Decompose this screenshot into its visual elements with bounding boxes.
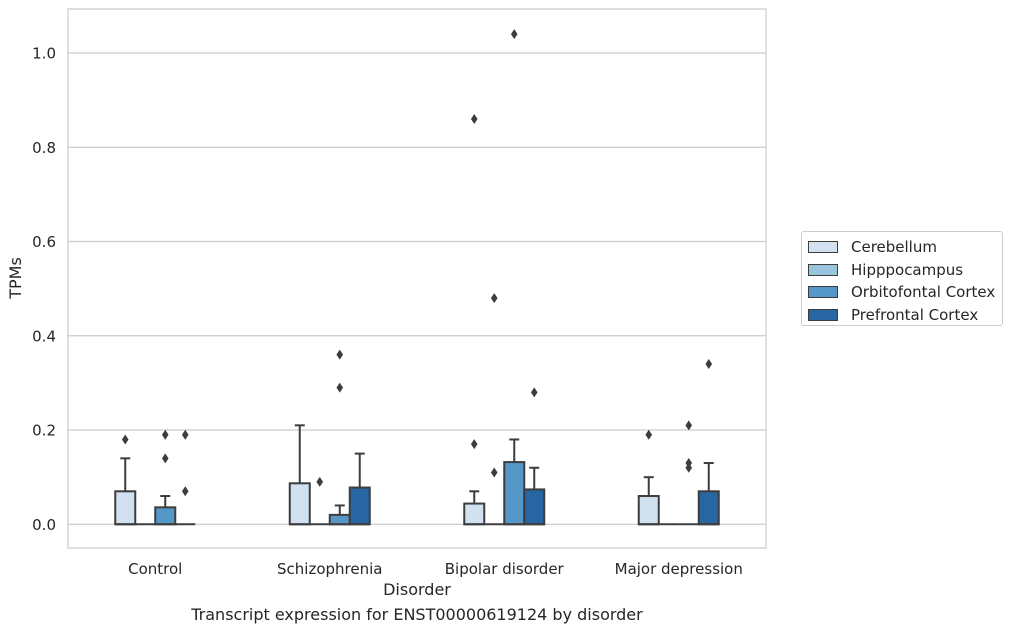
- y-tick-label: 0.4: [32, 327, 56, 345]
- figure-caption: Transcript expression for ENST0000061912…: [191, 605, 643, 624]
- box-body: [523, 488, 546, 526]
- outlier-point: [705, 359, 713, 370]
- box-orbitofontal-cortex-major-depression: [678, 420, 699, 526]
- outlier-point: [316, 476, 324, 487]
- box-orbitofontal-cortex-bipolar-disorder: [503, 29, 526, 526]
- outlier-point: [336, 349, 344, 360]
- y-axis-title: TPMs: [6, 257, 25, 300]
- y-tick-label: 1.0: [32, 45, 56, 63]
- box-body: [503, 461, 526, 526]
- outlier-point: [490, 293, 498, 304]
- y-tick-labels: 0.0 0.2 0.4 0.6 0.8 1.0: [32, 45, 56, 534]
- outlier-point: [470, 439, 478, 450]
- legend-label-cerebellum: Cerebellum: [851, 238, 937, 257]
- boxes: [114, 29, 720, 526]
- box-prefrontal-cortex-bipolar-disorder: [523, 387, 546, 526]
- outlier-point: [181, 486, 189, 497]
- legend-label-orbitofrontal-cortex: Orbitofontal Cortex: [851, 283, 996, 302]
- legend: Cerebellum Hipppocampus Orbitofontal Cor…: [801, 231, 1003, 326]
- outlier-point: [530, 387, 538, 398]
- y-tick-label: 0.6: [32, 233, 56, 251]
- legend-label-prefrontal-cortex: Prefrontal Cortex: [851, 306, 979, 325]
- x-tick-label: Bipolar disorder: [445, 560, 565, 578]
- legend-swatch-prefrontal-cortex: [808, 309, 838, 322]
- outlier-point: [161, 429, 169, 440]
- box-body: [328, 513, 351, 526]
- legend-swatch-cerebellum: [808, 241, 838, 254]
- plot-frame: [67, 8, 767, 549]
- outlier-point: [161, 453, 169, 464]
- box-cerebellum-control: [114, 434, 137, 526]
- box-cerebellum-major-depression: [637, 429, 660, 526]
- outlier-point: [490, 467, 498, 478]
- box-prefrontal-cortex-schizophrenia: [348, 452, 371, 526]
- x-tick-label: Control: [128, 560, 182, 578]
- box-body: [348, 486, 371, 526]
- box-hipppocampus-bipolar-disorder: [484, 293, 505, 526]
- y-tick-label: 0.2: [32, 422, 56, 440]
- outlier-point: [685, 420, 693, 431]
- legend-item-cerebellum: Cerebellum: [808, 236, 1002, 259]
- box-body: [154, 506, 177, 526]
- box-orbitofontal-cortex-schizophrenia: [328, 349, 351, 526]
- outlier-point: [336, 382, 344, 393]
- box-prefrontal-cortex-major-depression: [697, 359, 720, 526]
- box-cerebellum-schizophrenia: [288, 424, 311, 526]
- legend-swatch-orbitofrontal-cortex: [808, 286, 838, 299]
- outlier-point: [181, 429, 189, 440]
- box-body: [288, 482, 311, 526]
- box-body: [114, 490, 137, 526]
- y-tick-label: 0.0: [32, 516, 56, 534]
- legend-item-orbitofrontal-cortex: Orbitofontal Cortex: [808, 281, 1002, 304]
- box-prefrontal-cortex-control: [175, 429, 196, 526]
- outlier-point: [470, 113, 478, 124]
- box-body: [637, 495, 660, 526]
- x-tick-label: Schizophrenia: [277, 560, 382, 578]
- y-tick-label: 0.8: [32, 139, 56, 157]
- outlier-point: [121, 434, 129, 445]
- grid-lines: [68, 52, 766, 525]
- box-orbitofontal-cortex-control: [154, 429, 177, 526]
- box-body: [697, 490, 720, 526]
- x-tick-label: Major depression: [615, 560, 743, 578]
- box-body: [463, 502, 486, 526]
- legend-item-prefrontal-cortex: Prefrontal Cortex: [808, 304, 1002, 327]
- x-axis-title: Disorder: [383, 580, 451, 599]
- outlier-point: [685, 458, 693, 469]
- box-cerebellum-bipolar-disorder: [463, 113, 486, 526]
- legend-label-hippocampus: Hipppocampus: [851, 260, 964, 279]
- outlier-point: [510, 29, 518, 40]
- legend-item-hippocampus: Hipppocampus: [808, 259, 1002, 282]
- outlier-point: [645, 429, 653, 440]
- box-hipppocampus-schizophrenia: [309, 476, 330, 526]
- x-tick-labels: Control Schizophrenia Bipolar disorder Majo…: [128, 560, 743, 578]
- legend-swatch-hippocampus: [808, 263, 838, 276]
